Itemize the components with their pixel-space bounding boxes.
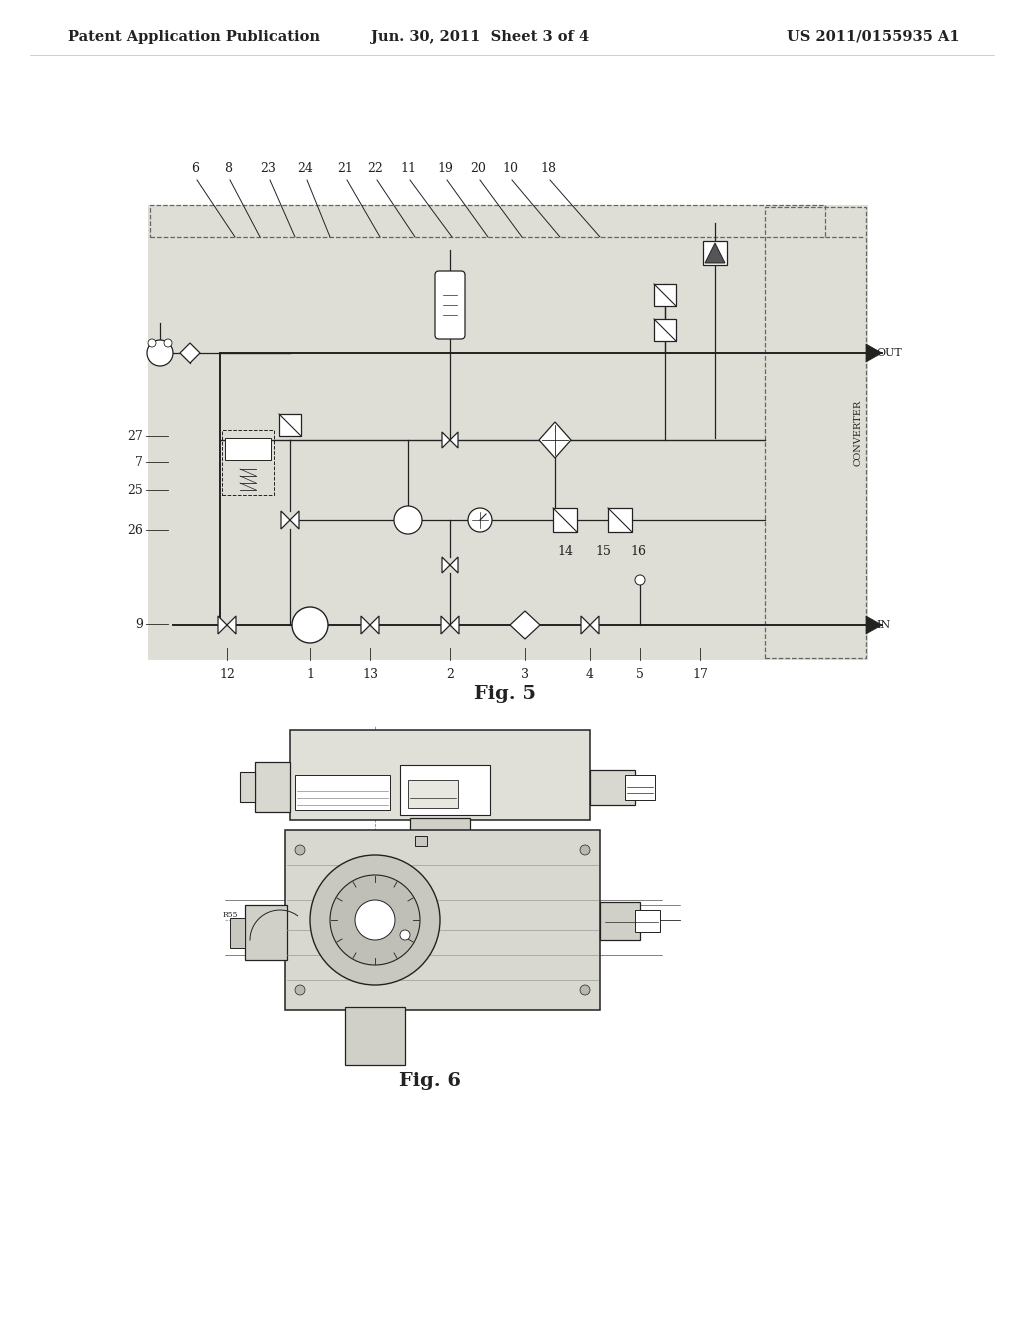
Polygon shape [361, 616, 379, 634]
Polygon shape [510, 611, 540, 639]
Bar [600, 902, 640, 940]
Polygon shape [866, 616, 882, 634]
Bar [240, 772, 255, 803]
Circle shape [468, 508, 492, 532]
Circle shape [292, 607, 328, 643]
Bar [285, 830, 600, 1010]
Circle shape [355, 900, 395, 940]
Bar [148, 205, 868, 660]
Text: 22: 22 [368, 162, 383, 176]
Text: 10: 10 [502, 162, 518, 176]
Polygon shape [180, 343, 200, 363]
Text: 5: 5 [636, 668, 644, 681]
Bar [415, 836, 427, 846]
Bar [410, 818, 470, 838]
Circle shape [164, 339, 172, 347]
Polygon shape [581, 616, 599, 634]
Circle shape [295, 845, 305, 855]
Text: 11: 11 [400, 162, 416, 176]
Bar [608, 508, 632, 532]
Text: 24: 24 [297, 162, 313, 176]
Text: 9: 9 [135, 618, 143, 631]
Text: 12: 12 [219, 668, 234, 681]
Text: 4: 4 [586, 668, 594, 681]
Text: 15: 15 [595, 545, 611, 558]
Text: 13: 13 [362, 668, 378, 681]
Text: Fig. 5: Fig. 5 [474, 685, 536, 704]
Text: 20: 20 [470, 162, 486, 176]
Text: IN: IN [876, 620, 890, 630]
Polygon shape [539, 422, 571, 458]
FancyBboxPatch shape [435, 271, 465, 339]
Bar [635, 909, 660, 932]
Bar [150, 205, 825, 238]
Text: 7: 7 [135, 455, 143, 469]
Bar [654, 319, 676, 341]
Polygon shape [441, 616, 459, 634]
Bar [255, 762, 290, 812]
Circle shape [580, 845, 590, 855]
Polygon shape [705, 243, 725, 263]
Text: 1: 1 [306, 668, 314, 681]
Text: CONVERTER: CONVERTER [853, 400, 862, 466]
Text: 26: 26 [127, 524, 143, 536]
Bar [408, 780, 458, 808]
Bar [230, 917, 245, 948]
Text: OUT: OUT [876, 348, 902, 358]
Circle shape [330, 875, 420, 965]
Text: 42: 42 [520, 846, 536, 859]
Bar [625, 775, 655, 800]
Text: M: M [403, 515, 413, 525]
Text: Patent Application Publication: Patent Application Publication [68, 30, 319, 44]
Text: Jun. 30, 2011  Sheet 3 of 4: Jun. 30, 2011 Sheet 3 of 4 [371, 30, 589, 44]
Text: 16: 16 [630, 545, 646, 558]
Circle shape [148, 339, 156, 347]
Text: M: M [156, 348, 164, 358]
Text: 6: 6 [191, 162, 199, 176]
Bar [400, 766, 490, 814]
Circle shape [147, 341, 173, 366]
Bar [279, 414, 301, 436]
Bar [765, 207, 866, 657]
Text: Fig. 6: Fig. 6 [399, 1072, 461, 1090]
Circle shape [400, 931, 410, 940]
Bar [345, 1007, 406, 1065]
Text: E: E [246, 445, 251, 454]
Text: 2: 2 [446, 668, 454, 681]
Circle shape [394, 506, 422, 535]
Bar [245, 906, 287, 960]
Text: R55: R55 [222, 911, 238, 919]
Polygon shape [281, 511, 299, 529]
Bar [295, 775, 390, 810]
Circle shape [310, 855, 440, 985]
Text: 18: 18 [540, 162, 556, 176]
Bar [222, 430, 274, 495]
Text: 23: 23 [260, 162, 275, 176]
Text: 25: 25 [127, 483, 143, 496]
Text: 27: 27 [127, 429, 143, 442]
Text: 17: 17 [692, 668, 708, 681]
Text: 19: 19 [437, 162, 453, 176]
Circle shape [635, 576, 645, 585]
Bar [290, 730, 590, 820]
Bar [654, 284, 676, 306]
Text: 21: 21 [337, 162, 353, 176]
Bar [590, 770, 635, 805]
Polygon shape [442, 557, 458, 573]
Text: 14: 14 [557, 545, 573, 558]
Bar [703, 242, 727, 265]
Text: 8: 8 [224, 162, 232, 176]
Bar [553, 508, 577, 532]
Bar [225, 438, 271, 459]
Text: US 2011/0155935 A1: US 2011/0155935 A1 [787, 30, 961, 44]
Polygon shape [866, 345, 882, 362]
Polygon shape [218, 616, 236, 634]
Circle shape [295, 985, 305, 995]
Circle shape [580, 985, 590, 995]
Text: 3: 3 [521, 668, 529, 681]
Polygon shape [442, 432, 458, 447]
